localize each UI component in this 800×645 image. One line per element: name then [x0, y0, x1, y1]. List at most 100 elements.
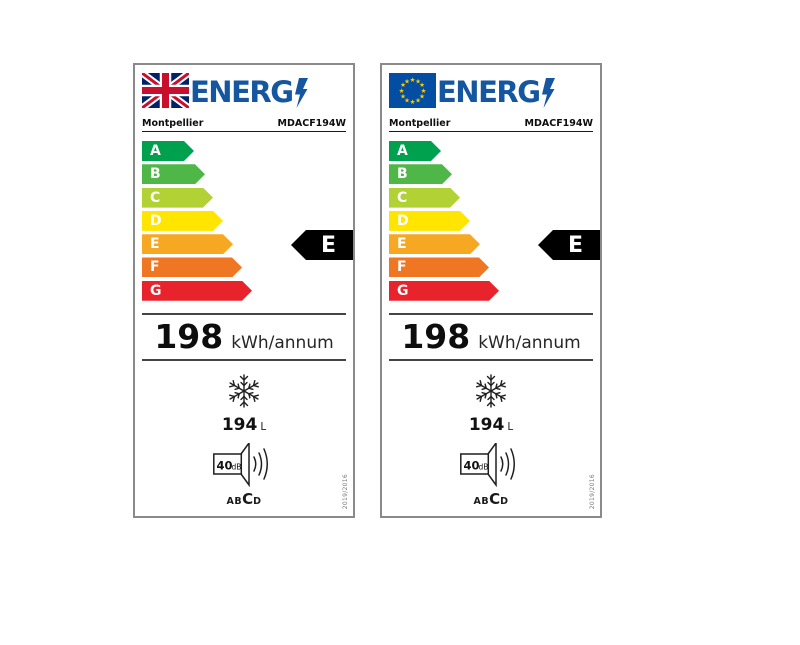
- rating-letter: E: [397, 236, 407, 253]
- rating-arrow-g: G: [142, 281, 252, 301]
- noise-unit: dB: [232, 463, 242, 472]
- freezer-section: [225, 372, 263, 414]
- brand-name: Montpellier: [389, 118, 451, 129]
- rating-scale: A B C D E F G: [389, 141, 499, 301]
- noise-section: 40 dB: [460, 440, 522, 491]
- rating-arrow-e: E: [142, 234, 233, 254]
- eu-energy-label: ★ ★ ★ ★ ★ ★ ★ ★ ★ ★ ★ ★ ENERG Montpellier MDACF1…: [380, 63, 602, 518]
- rating-letter: A: [397, 143, 408, 159]
- noise-class-current: C: [489, 490, 501, 508]
- energy-consumption-unit: kWh/annum: [231, 333, 334, 353]
- svg-text:★: ★: [400, 81, 406, 89]
- rating-letter: G: [397, 282, 409, 299]
- energy-logo-text: ENERG: [190, 75, 294, 109]
- rating-arrow-a: A: [389, 141, 441, 161]
- divider: [142, 359, 346, 361]
- energy-consumption-unit: kWh/annum: [478, 333, 581, 353]
- rating-arrow-c: C: [142, 188, 213, 208]
- lightning-icon: [294, 78, 308, 108]
- speaker-icon: 40 dB: [460, 440, 515, 488]
- noise-class-current: C: [242, 490, 254, 508]
- rating-arrow-d: D: [142, 211, 223, 231]
- model-number: MDACF194W: [524, 118, 593, 129]
- speaker-icon: 40 dB: [213, 440, 268, 488]
- svg-text:★: ★: [421, 87, 427, 95]
- eu-flag-icon: ★ ★★ ★★★ ★★★ ★★★: [389, 73, 436, 108]
- rating-letter: B: [397, 166, 408, 183]
- rating-letter: F: [150, 259, 160, 276]
- svg-text:★: ★: [415, 77, 421, 85]
- rating-arrow-e: E: [389, 234, 480, 254]
- uk-energy-label: ENERG Montpellier MDACF194W A B C D E F …: [133, 63, 355, 518]
- regulation-number: 2019/2016: [342, 473, 349, 509]
- energy-consumption-value: 198: [154, 317, 224, 356]
- rating-letter: C: [150, 189, 161, 206]
- regulation-number: 2019/2016: [589, 473, 596, 509]
- rating-letter: A: [150, 143, 161, 159]
- brand-name: Montpellier: [142, 118, 204, 129]
- rating-arrow-c: C: [389, 188, 460, 208]
- divider: [389, 131, 593, 132]
- noise-class-suffix: D: [500, 496, 509, 507]
- divider: [142, 313, 346, 315]
- svg-text:★: ★: [410, 98, 416, 106]
- svg-text:★: ★: [404, 96, 410, 104]
- rating-letter: F: [397, 259, 407, 276]
- divider: [142, 131, 346, 132]
- svg-text:★: ★: [404, 77, 410, 85]
- noise-class-prefix: AB: [473, 496, 490, 507]
- snowflake-icon: [474, 374, 508, 408]
- noise-class-scale: ABCD: [135, 489, 353, 508]
- freezer-section: [472, 372, 510, 414]
- current-rating-badge: E: [291, 230, 353, 260]
- divider: [389, 313, 593, 315]
- brand-model-row: Montpellier MDACF194W: [389, 118, 593, 129]
- freezer-volume: 194 L: [382, 415, 600, 435]
- rating-scale: A B C D E F G: [142, 141, 252, 301]
- svg-text:★: ★: [415, 96, 421, 104]
- rating-arrow-b: B: [142, 164, 205, 184]
- snowflake-icon: [227, 374, 261, 408]
- rating-letter: B: [150, 166, 161, 183]
- rating-letter: C: [397, 189, 408, 206]
- energy-consumption: 198 kWh/annum: [382, 317, 600, 356]
- svg-text:★: ★: [399, 87, 405, 95]
- svg-text:★: ★: [400, 92, 406, 100]
- rating-arrow-f: F: [389, 257, 489, 277]
- freezer-volume: 194 L: [135, 415, 353, 435]
- energy-consumption: 198 kWh/annum: [135, 317, 353, 356]
- svg-text:★: ★: [419, 81, 425, 89]
- noise-class-suffix: D: [253, 496, 262, 507]
- rating-arrow-b: B: [389, 164, 452, 184]
- energy-consumption-value: 198: [401, 317, 471, 356]
- lightning-icon: [541, 78, 555, 108]
- uk-flag-icon: [142, 73, 189, 108]
- model-number: MDACF194W: [277, 118, 346, 129]
- brand-model-row: Montpellier MDACF194W: [142, 118, 346, 129]
- noise-class-prefix: AB: [226, 496, 243, 507]
- freezer-volume-value: 194: [221, 415, 258, 435]
- energy-logo: ENERG: [190, 74, 309, 110]
- svg-text:★: ★: [419, 92, 425, 100]
- rating-letter: G: [150, 282, 162, 299]
- rating-letter: D: [150, 212, 162, 229]
- noise-class-scale: ABCD: [382, 489, 600, 508]
- noise-unit: dB: [479, 463, 489, 472]
- rating-arrow-a: A: [142, 141, 194, 161]
- noise-value: 40: [464, 459, 480, 473]
- current-rating-badge: E: [538, 230, 600, 260]
- noise-value: 40: [217, 459, 233, 473]
- freezer-volume-value: 194: [468, 415, 505, 435]
- rating-arrow-g: G: [389, 281, 499, 301]
- noise-section: 40 dB: [213, 440, 275, 491]
- energy-logo: ENERG: [437, 74, 556, 110]
- rating-arrow-f: F: [142, 257, 242, 277]
- rating-letter: D: [397, 212, 409, 229]
- divider: [389, 359, 593, 361]
- freezer-volume-unit: L: [507, 421, 514, 433]
- rating-letter: E: [150, 236, 160, 253]
- energy-logo-text: ENERG: [437, 75, 541, 109]
- rating-arrow-d: D: [389, 211, 470, 231]
- svg-text:★: ★: [410, 76, 416, 84]
